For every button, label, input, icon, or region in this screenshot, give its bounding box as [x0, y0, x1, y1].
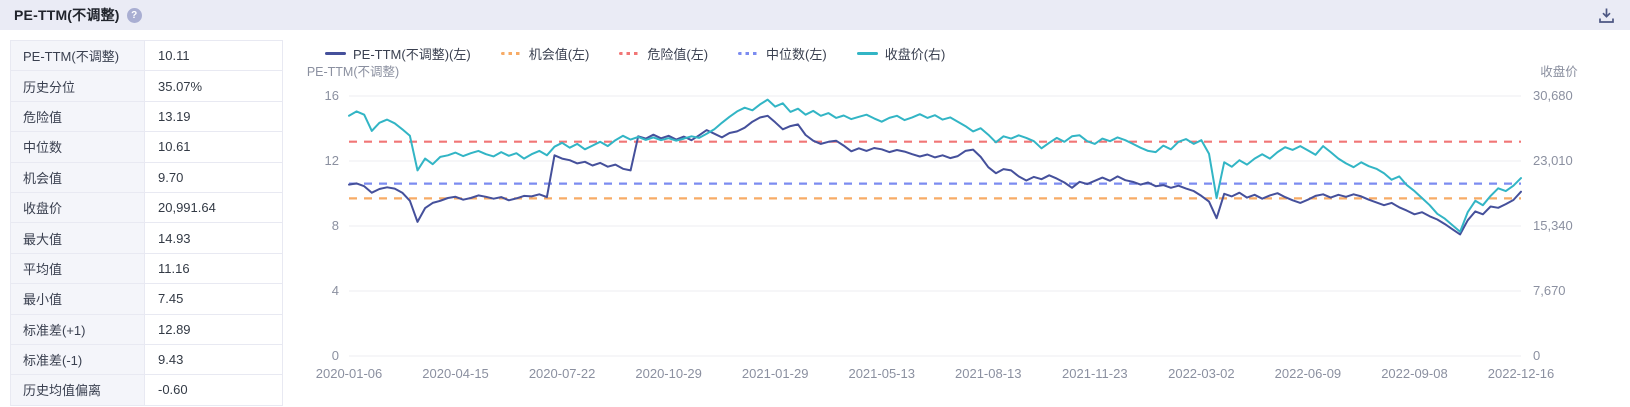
- left-axis-tick: 16: [325, 88, 339, 103]
- legend-item[interactable]: 中位数(左): [738, 44, 827, 63]
- x-axis-tick: 2020-01-06: [316, 366, 383, 381]
- x-axis-tick: 2022-06-09: [1275, 366, 1342, 381]
- chart-legend: PE-TTM(不调整)(左) 机会值(左) 危险值(左) 中位数(左) 收盘价(右): [325, 44, 1630, 63]
- left-axis-tick: 8: [332, 218, 339, 233]
- stats-value: 14.93: [145, 223, 282, 253]
- legend-item[interactable]: 危险值(左): [619, 44, 708, 63]
- legend-swatch-dashed: [738, 52, 760, 55]
- stats-row: 危险值 13.19: [11, 101, 282, 133]
- right-axis-tick: 15,340: [1533, 218, 1573, 233]
- stats-value: 10.11: [145, 41, 282, 71]
- stats-value: 9.43: [145, 344, 282, 375]
- stats-label: 历史均值偏离: [11, 375, 145, 405]
- stats-label: 历史分位: [11, 71, 145, 101]
- stats-value: 11.16: [145, 253, 282, 284]
- left-axis-tick: 12: [325, 153, 339, 168]
- stats-value: 9.70: [145, 162, 282, 192]
- x-axis-tick: 2021-11-23: [1062, 366, 1128, 381]
- x-axis-tick: 2022-09-08: [1381, 366, 1448, 381]
- legend-label: 机会值(左): [528, 47, 590, 62]
- stats-label: 标准差(+1): [11, 314, 145, 344]
- stats-value: 13.19: [145, 101, 282, 132]
- legend-label: 危险值(左): [647, 47, 709, 62]
- legend-label: 收盘价(右): [884, 47, 946, 62]
- x-axis-tick: 2020-07-22: [529, 366, 596, 381]
- right-axis-tick: 30,680: [1533, 88, 1573, 103]
- legend-swatch-dashed: [619, 52, 641, 55]
- stats-label: 机会值: [11, 162, 145, 192]
- stats-label: 最大值: [11, 223, 145, 253]
- left-axis-title: PE-TTM(不调整): [307, 64, 399, 79]
- x-axis-tick: 2022-12-16: [1488, 366, 1555, 381]
- x-axis-tick: 2022-03-02: [1168, 366, 1235, 381]
- stats-table: PE-TTM(不调整) 10.11 历史分位 35.07% 危险值 13.19 中位数 10.…: [10, 40, 283, 406]
- stats-row: 历史分位 35.07%: [11, 71, 282, 102]
- x-axis-tick: 2020-10-29: [635, 366, 702, 381]
- stats-label: 收盘价: [11, 192, 145, 223]
- legend-swatch-line: [325, 52, 346, 55]
- chart-canvas[interactable]: 0 0 4 7,670 8 15,340 12 23,010 16 30,680 PE-TTM(不调…: [283, 63, 1613, 395]
- legend-item[interactable]: PE-TTM(不调整)(左): [325, 44, 471, 63]
- left-axis-tick: 4: [332, 283, 339, 298]
- legend-label: PE-TTM(不调整)(左): [353, 47, 471, 62]
- stats-row: 标准差(-1) 9.43: [11, 344, 282, 376]
- series-line: [348, 114, 1522, 236]
- legend-swatch-line: [856, 52, 878, 55]
- x-axis-tick: 2021-08-13: [955, 366, 1022, 381]
- legend-item[interactable]: 机会值(左): [500, 44, 590, 63]
- chart-area: PE-TTM(不调整)(左) 机会值(左) 危险值(左) 中位数(左) 收盘价(右) 0…: [283, 38, 1630, 400]
- legend-swatch-dashed: [500, 52, 522, 55]
- stats-row: 机会值 9.70: [11, 162, 282, 193]
- stats-row: 收盘价 20,991.64: [11, 192, 282, 224]
- stats-row: 平均值 11.16: [11, 253, 282, 285]
- series-line: [348, 98, 1522, 233]
- left-axis-tick: 0: [332, 348, 339, 363]
- stats-label: 危险值: [11, 101, 145, 132]
- legend-label: 中位数(左): [766, 47, 827, 62]
- x-axis-tick: 2021-05-13: [848, 366, 915, 381]
- right-axis-title: 收盘价: [1540, 64, 1578, 79]
- download-icon: [1598, 8, 1614, 23]
- stats-value: 7.45: [145, 284, 282, 314]
- x-axis-tick: 2020-04-15: [422, 366, 489, 381]
- right-axis-tick: 23,010: [1533, 153, 1573, 168]
- stats-row: 中位数 10.61: [11, 132, 282, 163]
- right-axis-tick: 7,670: [1533, 283, 1566, 298]
- download-button[interactable]: [1596, 5, 1616, 25]
- x-axis-tick: 2021-01-29: [742, 366, 809, 381]
- stats-row: 标准差(+1) 12.89: [11, 314, 282, 345]
- stats-row: 最小值 7.45: [11, 284, 282, 315]
- stats-value: 12.89: [145, 314, 282, 344]
- stats-row: PE-TTM(不调整) 10.11: [11, 41, 282, 72]
- legend-item[interactable]: 收盘价(右): [856, 44, 946, 63]
- stats-label: PE-TTM(不调整): [11, 41, 145, 71]
- stats-value: -0.60: [145, 375, 282, 405]
- panel-content: PE-TTM(不调整) 10.11 历史分位 35.07% 危险值 13.19 中位数 10.…: [0, 30, 1630, 406]
- stats-row: 最大值 14.93: [11, 223, 282, 254]
- stats-label: 平均值: [11, 253, 145, 284]
- page-title: PE-TTM(不调整): [14, 7, 120, 23]
- stats-label: 标准差(-1): [11, 344, 145, 375]
- stats-value: 20,991.64: [145, 192, 282, 223]
- stats-row: 历史均值偏离 -0.60: [11, 375, 282, 406]
- right-axis-tick: 0: [1533, 348, 1540, 363]
- stats-value: 35.07%: [145, 71, 282, 101]
- stats-label: 中位数: [11, 132, 145, 162]
- stats-value: 10.61: [145, 132, 282, 162]
- panel-header: PE-TTM(不调整) ?: [0, 0, 1630, 30]
- help-icon[interactable]: ?: [126, 7, 142, 23]
- stats-label: 最小值: [11, 284, 145, 314]
